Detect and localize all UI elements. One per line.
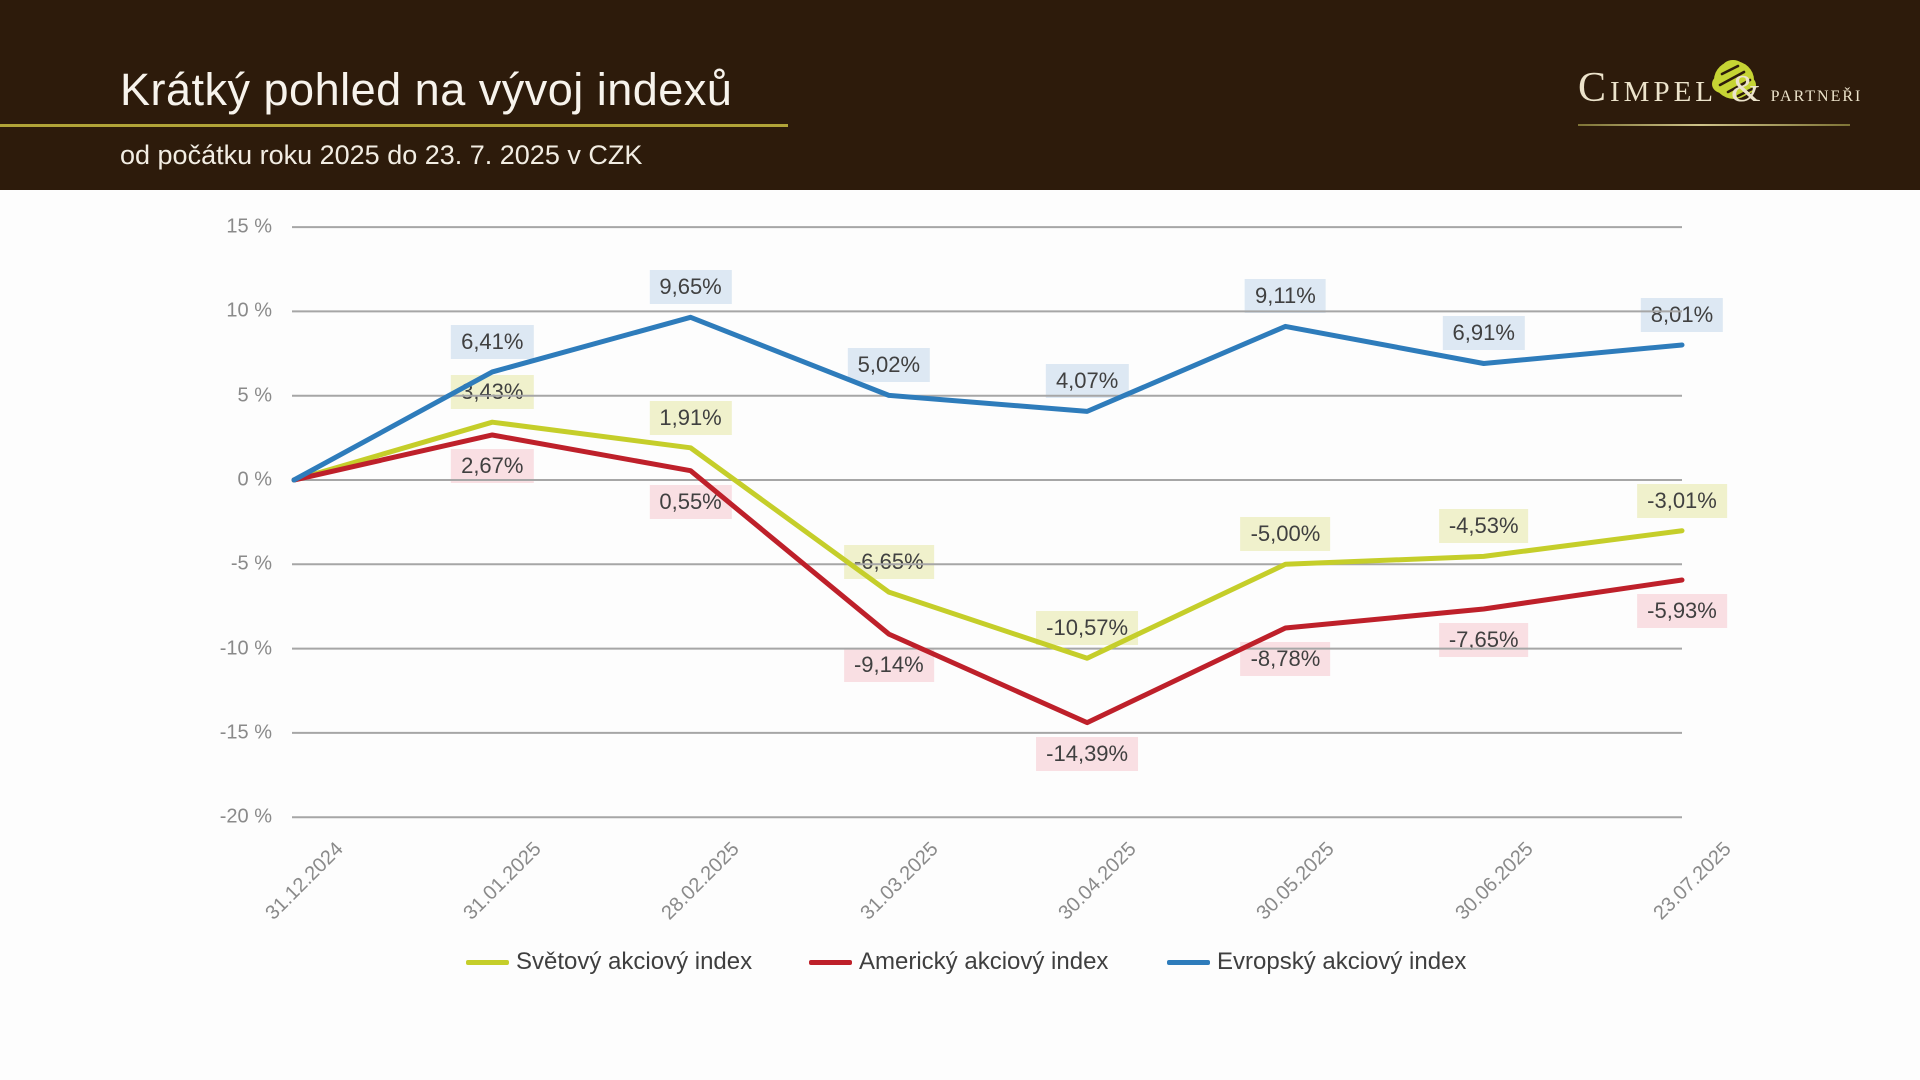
data-label: 1,91% [649, 400, 732, 435]
page-subtitle: od počátku roku 2025 do 23. 7. 2025 v CZ… [120, 140, 643, 170]
x-tick-label: 30.04.2025 [1054, 838, 1141, 925]
legend-item: Americký akciový index [809, 948, 1108, 976]
data-label: -5,00% [1240, 517, 1331, 552]
logo-name-secondary: partneři [1770, 81, 1863, 106]
data-label: 4,07% [1045, 364, 1129, 399]
x-tick-label: 28.02.2025 [657, 838, 745, 925]
company-logo: Cimpel & partneři [1578, 58, 1860, 130]
data-label: 6,91% [1442, 316, 1525, 351]
y-tick-label: 15 % [226, 215, 272, 238]
data-label: 9,11% [1245, 279, 1326, 314]
y-tick-label: 0 % [237, 468, 272, 491]
chart-gridlines [292, 226, 1682, 819]
chart-series-lines [291, 314, 1685, 726]
logo-underline [1578, 124, 1850, 126]
logo-ampersand: & [1731, 68, 1761, 110]
logo-text: Cimpel & partneři [1578, 64, 1862, 112]
data-label: -7,65% [1438, 622, 1529, 657]
data-label: -3,01% [1637, 483, 1727, 518]
data-label: -4,53% [1438, 509, 1529, 544]
legend-label: Evropský akciový index [1217, 948, 1467, 975]
x-tick-label: 31.12.2024 [261, 838, 348, 925]
x-tick-label: 30.05.2025 [1252, 838, 1339, 925]
data-label: 8,01% [1640, 297, 1724, 332]
data-label: 9,65% [649, 270, 732, 305]
x-tick-label: 30.06.2025 [1450, 838, 1538, 925]
legend-item: Evropský akciový index [1167, 948, 1466, 976]
data-label: -5,93% [1637, 593, 1727, 628]
y-tick-label: 10 % [226, 299, 272, 322]
y-tick-label: -5 % [230, 552, 272, 575]
title-underline [0, 124, 788, 127]
legend-label: Americký akciový index [859, 948, 1109, 975]
logo-name-primary: Cimpel [1578, 65, 1718, 111]
legend-swatch [466, 959, 509, 965]
data-label: -10,57% [1036, 611, 1139, 646]
x-tick-label: 31.03.2025 [856, 838, 943, 925]
x-tick-label: 31.01.2025 [459, 838, 546, 925]
legend-item: Světový akciový index [466, 948, 752, 976]
y-tick-label: -20 % [219, 805, 272, 828]
data-label: -9,14% [843, 648, 934, 683]
x-tick-label: 23.07.2025 [1649, 838, 1736, 925]
legend-label: Světový akciový index [516, 948, 753, 975]
data-label: -14,39% [1036, 736, 1139, 771]
data-label: 5,02% [847, 348, 931, 383]
data-label: 2,67% [451, 448, 534, 483]
data-label: -6,65% [843, 545, 934, 580]
legend-swatch [1167, 959, 1210, 965]
page-title: Krátký pohled na vývoj indexů [120, 64, 733, 115]
data-label: 0,55% [649, 484, 732, 519]
data-label: -8,78% [1240, 642, 1331, 677]
data-label: 6,41% [451, 324, 534, 359]
logo-tree-icon [1712, 60, 1756, 99]
y-tick-label: -10 % [219, 637, 272, 660]
line-chart: 15 % 10 % 5 % 0 % -5 % -10 % -15 % -20 % 31.12.… [0, 190, 1920, 1080]
y-tick-label: -15 % [219, 721, 272, 744]
y-tick-label: 5 % [237, 384, 272, 407]
data-label: 3,43% [451, 375, 534, 410]
header-band: Krátký pohled na vývoj indexů od počátku… [0, 0, 1920, 190]
legend-swatch [809, 959, 852, 965]
